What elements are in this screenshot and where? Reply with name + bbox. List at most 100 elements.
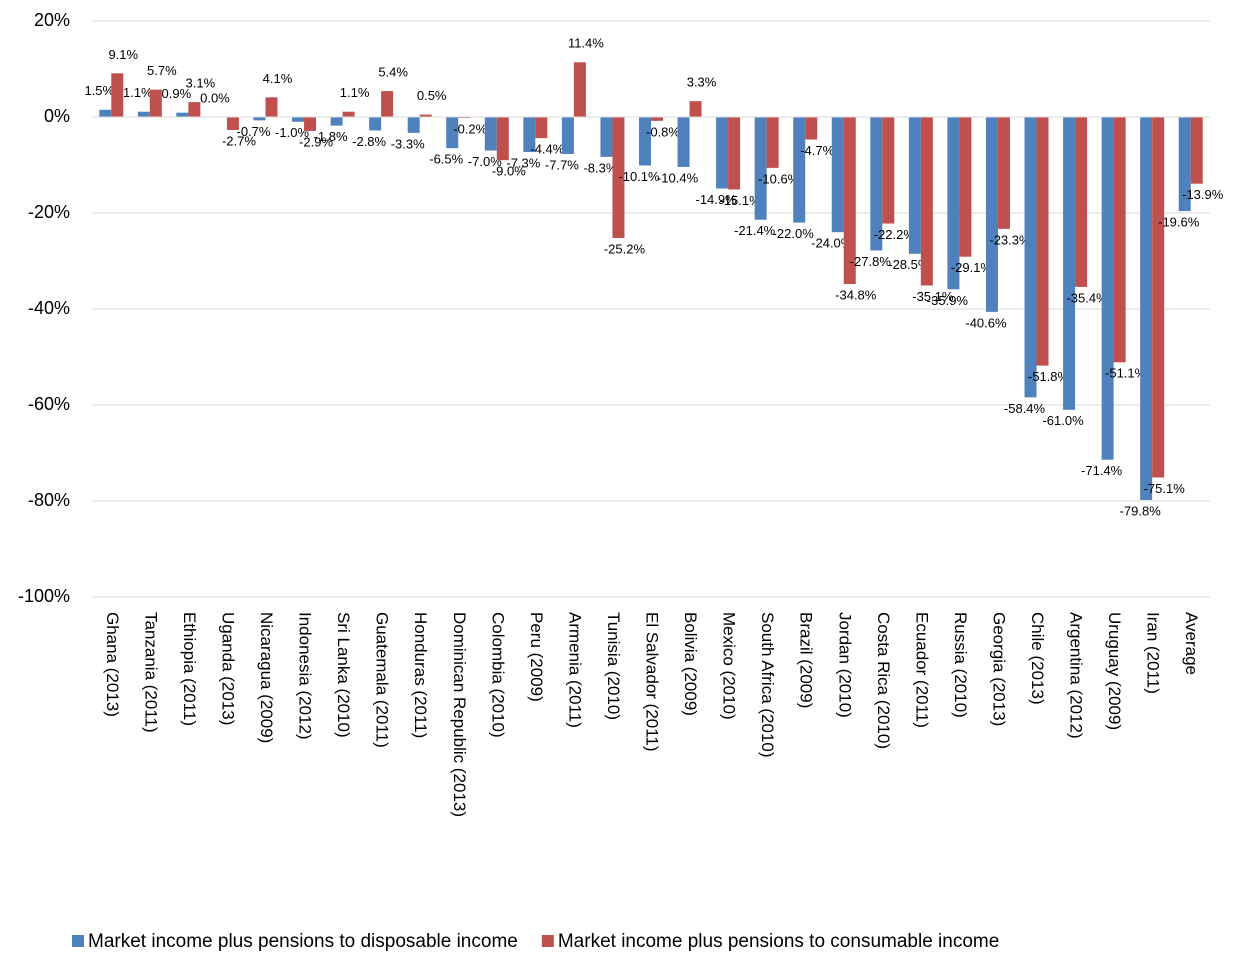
data-label: 5.7%	[147, 63, 177, 78]
bar	[600, 117, 613, 157]
y-tick-label: -100%	[18, 586, 70, 606]
x-tick-label: Dominican Republic (2013)	[450, 612, 469, 817]
bar	[1063, 117, 1076, 410]
data-label: -8.3%	[583, 160, 617, 175]
x-tick-label: Average	[1182, 612, 1201, 675]
data-label: 1.1%	[340, 85, 370, 100]
bar	[1101, 117, 1114, 460]
x-tick-label: Sri Lanka (2010)	[334, 612, 353, 738]
data-label: -4.4%	[530, 142, 564, 157]
bar	[870, 117, 883, 251]
data-label: -0.7%	[236, 124, 270, 139]
data-label: -19.6%	[1158, 215, 1200, 230]
data-label: -51.1%	[1105, 366, 1147, 381]
bar	[639, 117, 651, 166]
data-label: -3.3%	[391, 136, 425, 151]
data-label: -61.0%	[1042, 413, 1084, 428]
x-tick-label: Georgia (2013)	[989, 612, 1008, 726]
data-label: 11.4%	[568, 36, 604, 51]
legend-swatch	[541, 935, 554, 947]
data-label: -1.0%	[275, 125, 309, 140]
bar	[1024, 117, 1037, 398]
data-label: -25.2%	[604, 241, 646, 256]
bar	[265, 97, 278, 117]
data-label: -24.0%	[811, 236, 853, 251]
data-label: -0.8%	[646, 124, 680, 139]
bar	[793, 117, 806, 223]
bar	[959, 117, 972, 257]
bar	[612, 117, 625, 238]
bar	[843, 117, 856, 285]
data-label: -27.8%	[850, 254, 892, 269]
data-label: -2.9%	[299, 134, 333, 149]
data-label: 3.3%	[687, 75, 717, 90]
x-tick-label: Honduras (2011)	[411, 612, 430, 738]
data-label: -10.6%	[758, 171, 800, 186]
data-label: -29.1%	[951, 260, 993, 275]
data-label: -21.4%	[734, 223, 776, 238]
x-tick-label: Tanzania (2011)	[141, 612, 160, 733]
x-tick-label: Mexico (2010)	[720, 612, 739, 720]
data-label: -51.8%	[1028, 369, 1070, 384]
bar	[304, 117, 317, 131]
bar	[188, 102, 201, 117]
bar	[1113, 117, 1126, 363]
x-tick-label: Colombia (2010)	[488, 612, 507, 738]
bar	[176, 112, 189, 117]
x-tick-label: Brazil (2009)	[797, 612, 816, 708]
x-tick-label: Ghana (2013)	[103, 612, 122, 717]
bar	[99, 109, 112, 117]
data-label: 0.9%	[162, 86, 192, 101]
bar	[985, 117, 998, 312]
x-tick-label: Argentina (2012)	[1067, 612, 1086, 739]
x-tick-label: Uruguay (2009)	[1105, 612, 1124, 730]
bar	[1140, 117, 1153, 501]
bar	[573, 62, 586, 117]
x-tick-label: Armenia (2011)	[565, 612, 584, 728]
data-label: 3.1%	[186, 76, 216, 91]
data-label: -4.7%	[800, 143, 834, 158]
data-label: -10.4%	[657, 170, 699, 185]
bar	[496, 117, 509, 161]
x-tick-label: Bolivia (2009)	[681, 612, 700, 716]
data-label: -7.7%	[545, 157, 579, 172]
data-label: 5.4%	[378, 65, 408, 80]
data-label: -2.8%	[352, 134, 386, 149]
data-label: 0.5%	[417, 88, 447, 103]
data-label: -6.5%	[429, 152, 463, 167]
bar	[535, 117, 548, 139]
bar	[805, 117, 818, 140]
bar	[1036, 117, 1049, 366]
x-tick-label: Nicaragua (2009)	[257, 612, 276, 743]
y-tick-label: -40%	[28, 298, 70, 318]
data-label: 4.1%	[263, 71, 293, 86]
bar	[369, 117, 382, 131]
bar	[561, 117, 574, 154]
data-label: -28.5%	[888, 257, 930, 272]
data-label: -35.4%	[1066, 290, 1108, 305]
data-label: -7.3%	[506, 155, 540, 170]
data-label: 9.1%	[108, 47, 138, 62]
bar	[330, 117, 343, 126]
bar	[523, 117, 536, 153]
x-tick-label: Ecuador (2011)	[912, 612, 931, 728]
data-label: 0.0%	[200, 90, 230, 105]
x-tick-label: Russia (2010)	[951, 612, 970, 718]
bar	[253, 117, 266, 121]
bar	[689, 101, 702, 117]
bar	[754, 117, 767, 220]
bar	[920, 117, 933, 286]
data-label: -15.1%	[720, 193, 762, 208]
bar	[342, 111, 355, 117]
x-tick-label: Iran (2011)	[1144, 612, 1163, 694]
bar	[882, 117, 895, 224]
x-tick-label: Indonesia (2012)	[296, 612, 315, 740]
bar	[381, 91, 394, 117]
bar	[947, 117, 960, 290]
data-label: -2.7%	[222, 133, 256, 148]
legend-label: Market income plus pensions to disposabl…	[88, 931, 518, 952]
x-tick-label: El Salvador (2011)	[643, 612, 662, 752]
data-label: -22.0%	[773, 226, 815, 241]
x-tick-label: Ethiopia (2011)	[180, 612, 199, 726]
